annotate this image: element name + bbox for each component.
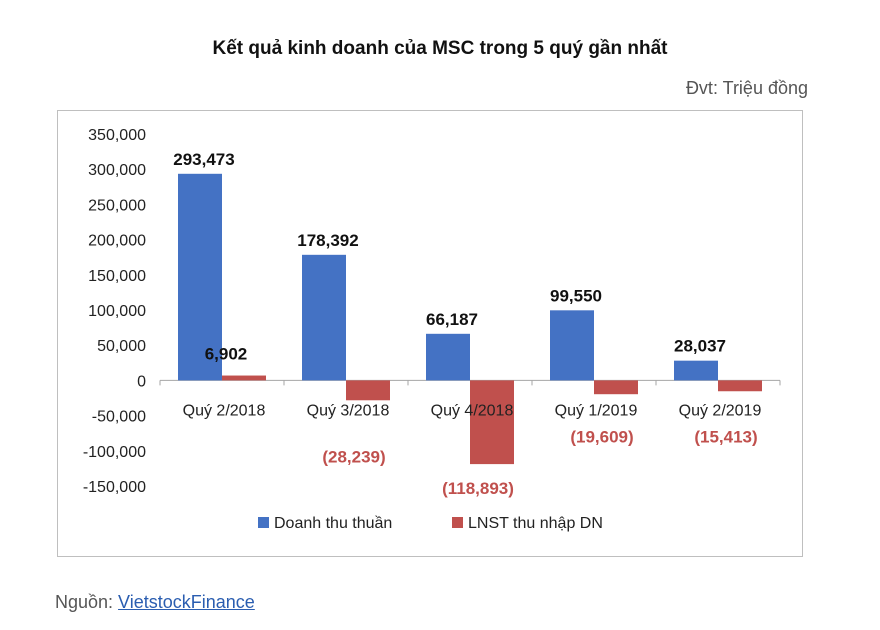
x-category-label: Quý 4/2018 bbox=[431, 402, 514, 419]
x-category-label: Quý 2/2018 bbox=[183, 402, 266, 419]
legend-label: LNST thu nhập DN bbox=[468, 515, 603, 532]
x-category-label: Quý 2/2019 bbox=[679, 402, 762, 419]
x-category-label: Quý 3/2018 bbox=[307, 402, 390, 419]
legend-label: Doanh thu thuần bbox=[274, 515, 392, 532]
y-tick-label: -100,000 bbox=[83, 444, 146, 461]
y-tick-label: 300,000 bbox=[88, 162, 146, 179]
source-line: Nguồn: VietstockFinance bbox=[55, 592, 255, 613]
profit-data-label: (19,609) bbox=[570, 427, 633, 446]
profit-bar bbox=[594, 380, 638, 395]
legend-swatch bbox=[258, 517, 269, 528]
revenue-data-label: 66,187 bbox=[426, 310, 478, 329]
y-tick-label: 200,000 bbox=[88, 233, 146, 250]
chart-title: Kết quả kinh doanh của MSC trong 5 quý g… bbox=[212, 38, 668, 59]
y-tick-label: 50,000 bbox=[97, 338, 146, 355]
revenue-bar bbox=[302, 254, 346, 381]
y-tick-label: 100,000 bbox=[88, 303, 146, 320]
revenue-bar bbox=[178, 173, 222, 381]
revenue-bar bbox=[550, 310, 594, 381]
revenue-bar bbox=[426, 333, 470, 381]
revenue-data-label: 178,392 bbox=[297, 231, 358, 250]
source-link[interactable]: VietstockFinance bbox=[118, 592, 255, 612]
profit-bar bbox=[222, 375, 266, 381]
revenue-data-label: 99,550 bbox=[550, 286, 602, 305]
y-tick-label: -50,000 bbox=[92, 409, 146, 426]
unit-label: Đvt: Triệu đồng bbox=[685, 78, 808, 98]
profit-bar bbox=[470, 380, 514, 465]
y-tick-label: 150,000 bbox=[88, 268, 146, 285]
x-category-label: Quý 1/2019 bbox=[555, 402, 638, 419]
y-tick-label: -150,000 bbox=[83, 479, 146, 496]
source-prefix: Nguồn: bbox=[55, 592, 119, 612]
profit-data-label: 6,902 bbox=[205, 345, 248, 364]
y-tick-label: 350,000 bbox=[88, 127, 146, 144]
chart-frame bbox=[57, 110, 803, 557]
y-tick-label: 0 bbox=[137, 373, 146, 390]
legend-swatch bbox=[452, 517, 463, 528]
profit-data-label: (118,893) bbox=[442, 479, 514, 498]
revenue-data-label: 293,473 bbox=[173, 150, 234, 169]
profit-data-label: (15,413) bbox=[694, 427, 757, 446]
profit-bar bbox=[718, 380, 762, 392]
profit-data-label: (28,239) bbox=[322, 447, 385, 466]
revenue-bar bbox=[674, 360, 718, 381]
y-tick-label: 250,000 bbox=[88, 197, 146, 214]
revenue-data-label: 28,037 bbox=[674, 337, 726, 356]
profit-bar bbox=[346, 380, 390, 401]
